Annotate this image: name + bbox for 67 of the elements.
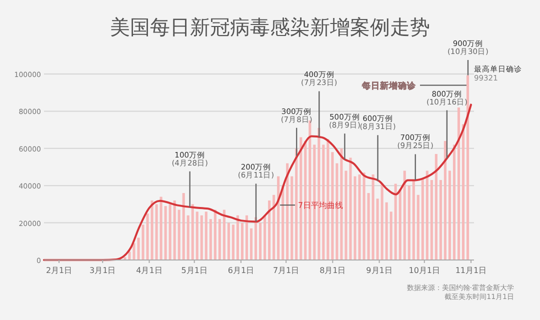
bar: [160, 196, 162, 260]
bar: [416, 194, 420, 260]
bar: [394, 184, 397, 260]
bar: [245, 215, 248, 260]
bar: [376, 198, 379, 260]
bar: [209, 219, 212, 260]
bar: [204, 212, 208, 260]
bar: [390, 212, 392, 260]
chart-title: 美国每日新冠病毒感染新增案例走势: [110, 15, 430, 39]
bar: [412, 180, 415, 260]
bar: [191, 204, 194, 260]
bar: [236, 215, 240, 260]
bar: [218, 219, 221, 260]
x-tick-label: 6月1日: [228, 266, 254, 275]
bar: [372, 174, 374, 260]
bar: [300, 137, 302, 260]
bar: [452, 144, 456, 260]
bar: [250, 228, 253, 260]
bar: [232, 224, 234, 260]
x-tick-label: 11月1日: [455, 266, 487, 275]
bar: [290, 176, 294, 260]
x-tick-label: 4月1日: [136, 266, 162, 275]
x-tick-label: 8月1日: [320, 266, 346, 275]
bar: [200, 215, 203, 260]
bar: [439, 180, 442, 260]
bar: [295, 148, 298, 260]
bar: [277, 176, 280, 260]
bar: [380, 184, 384, 260]
line-series: [43, 104, 472, 261]
bar: [214, 210, 216, 260]
bar: [444, 140, 446, 260]
x-tick-label: 10月1日: [408, 266, 440, 275]
bar: [268, 200, 271, 260]
text: 每日新增确诊: [360, 80, 417, 92]
bar: [286, 163, 289, 260]
bar: [227, 222, 230, 260]
bar: [457, 107, 460, 260]
bar: [168, 204, 172, 260]
bar: [430, 180, 433, 260]
bar: [421, 178, 424, 260]
bar: [466, 75, 470, 260]
x-tick-label: 2月1日: [46, 266, 72, 275]
x-tick-label: 7月1日: [272, 266, 300, 275]
bar: [178, 210, 180, 260]
bar: [398, 189, 402, 260]
text: 7日平均曲线: [298, 201, 344, 210]
bar: [426, 170, 428, 260]
bar: [448, 170, 451, 260]
bar: [264, 215, 266, 260]
bar: [385, 202, 388, 260]
x-tick-label: 3月1日: [90, 266, 116, 275]
bar: [196, 212, 198, 260]
bar: [182, 193, 185, 260]
bar: [222, 210, 226, 260]
bar: [403, 170, 406, 260]
bar: [259, 222, 262, 260]
bar: [173, 200, 176, 260]
bar: [434, 154, 438, 260]
bar: [164, 206, 167, 260]
bar: [240, 222, 244, 260]
bar: [272, 194, 276, 260]
x-tick-label: 5月1日: [181, 266, 208, 275]
bar: [462, 124, 465, 260]
bar: [408, 186, 410, 260]
bar: [186, 215, 190, 260]
bar: [326, 139, 330, 260]
x-tick-label: 9月1日: [366, 266, 392, 275]
